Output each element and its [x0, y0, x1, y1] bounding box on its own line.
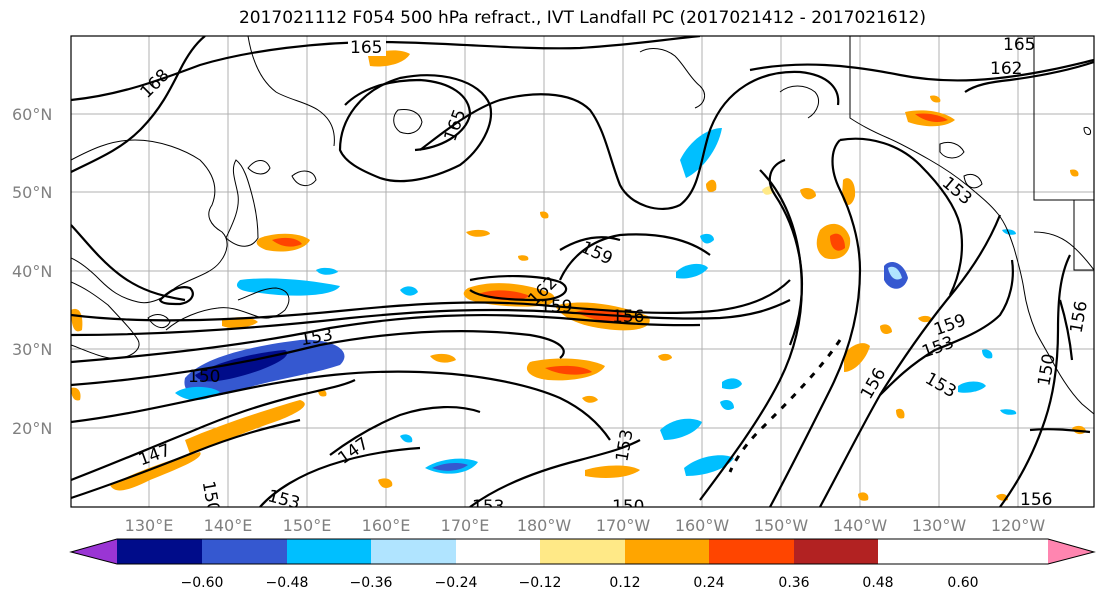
colorbar-tick-label: 0.24 [693, 575, 724, 591]
contour-label: 153 [472, 497, 504, 517]
map-panel: 165 168 165 165 162 159 162 159 156 153 … [71, 35, 1094, 517]
colorbar-swatch [540, 539, 625, 564]
colorbar-tick-label: −0.60 [181, 575, 224, 591]
contour-label: 159 [540, 297, 572, 317]
colorbar-tick-label: 0.36 [778, 575, 809, 591]
colorbar-swatch [625, 539, 709, 564]
map-title: 2017021112 F054 500 hPa refract., IVT La… [238, 8, 926, 28]
lon-label: 150°E [283, 516, 332, 535]
latitude-labels: 60°N 50°N 40°N 30°N 20°N [12, 105, 52, 438]
contour-label: 162 [990, 59, 1022, 79]
lon-label: 180°W [517, 516, 572, 535]
lat-label: 30°N [12, 340, 52, 359]
dashed-contour [728, 339, 842, 473]
lon-label: 120°W [991, 516, 1046, 535]
colorbar-tick-label: −0.24 [435, 575, 478, 591]
contour-label: 150 [188, 367, 220, 387]
lon-label: 160°E [362, 516, 411, 535]
lon-label: 140°E [204, 516, 253, 535]
contour-label: 153 [266, 486, 303, 514]
lon-label: 160°W [675, 516, 730, 535]
lat-label: 20°N [12, 419, 52, 438]
colorbar-tick-label: −0.36 [350, 575, 393, 591]
contours [71, 36, 1094, 507]
colorbar-tick-label: −0.48 [266, 575, 309, 591]
contour-label: 150 [612, 497, 644, 517]
colorbar-swatch [287, 539, 371, 564]
lat-label: 60°N [12, 105, 52, 124]
lon-label: 130°E [125, 516, 174, 535]
colorbar-swatch [117, 539, 202, 564]
contour-label: 150 [198, 479, 223, 514]
colorbar-swatch [456, 539, 540, 564]
lon-label: 140°W [833, 516, 888, 535]
contour-label: 165 [350, 38, 382, 58]
colorbar-tick-label: 0.60 [947, 575, 978, 591]
colorbar-tick-label: 0.48 [862, 575, 893, 591]
lon-label: 170°E [441, 516, 490, 535]
colorbar-swatch [371, 539, 456, 564]
contour-label: 156 [1020, 490, 1052, 510]
colorbar-extend-high [1048, 539, 1094, 564]
lat-label: 50°N [12, 183, 52, 202]
colorbar-tick-label: −0.12 [519, 575, 562, 591]
colorbar-outline [69, 538, 1096, 565]
contour-label: 156 [612, 307, 644, 327]
colorbar-ticks: −0.60 −0.48 −0.36 −0.24 −0.12 0.12 0.24 … [181, 575, 979, 591]
coastlines [71, 36, 1094, 415]
colorbar-extend-low [71, 539, 117, 564]
lat-label: 40°N [12, 262, 52, 281]
colorbar-swatch [709, 539, 794, 564]
longitude-labels: 130°E 140°E 150°E 160°E 170°E 180°W 170°… [125, 516, 1046, 535]
colorbar-swatch [202, 539, 287, 564]
colorbar-tick-label: 0.12 [609, 575, 640, 591]
lon-label: 150°W [754, 516, 809, 535]
lon-label: 170°W [596, 516, 651, 535]
lon-label: 130°W [912, 516, 967, 535]
colorbar: −0.60 −0.48 −0.36 −0.24 −0.12 0.12 0.24 … [69, 538, 1096, 591]
colorbar-swatch [794, 539, 878, 564]
contour-label: 165 [1003, 35, 1035, 55]
map-frame [70, 35, 1095, 508]
